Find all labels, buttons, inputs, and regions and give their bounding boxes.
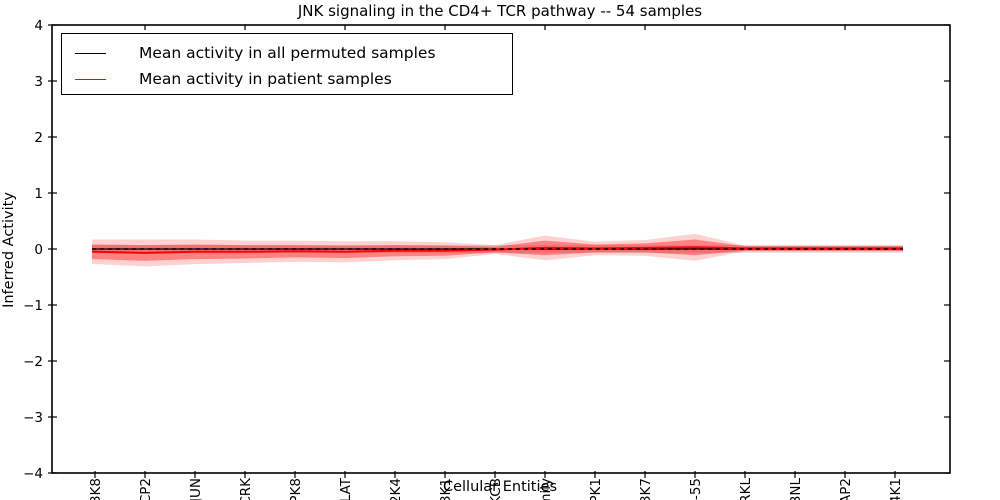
y-tick-label: 2 <box>34 130 43 146</box>
x-axis-title: Cellular Entities <box>442 479 558 495</box>
x-tick-label: JUN <box>188 478 204 500</box>
x-tick-label: MAP3K7 <box>638 478 654 500</box>
y-tick-label: 0 <box>34 242 43 258</box>
legend-line-black-icon <box>75 52 106 54</box>
legend: Mean activity in all permuted samples Me… <box>61 33 513 95</box>
x-tick-label: CRK <box>238 477 254 500</box>
legend-label-patient: Mean activity in patient samples <box>139 70 392 88</box>
x-tick-label: CRKL <box>738 478 754 500</box>
y-tick-label: −2 <box>23 354 43 370</box>
y-tick-label: 4 <box>34 18 43 34</box>
y-tick-label: −4 <box>23 466 43 482</box>
y-axis-title: Inferred Activity <box>1 192 17 308</box>
y-tick-label: −3 <box>23 410 43 426</box>
legend-item-patient: Mean activity in patient samples <box>62 66 512 92</box>
x-tick-label: LAT/GRAP2/SLP76/HPK1/HIP-55/CRK family <box>538 478 554 500</box>
legend-label-permuted: Mean activity in all permuted samples <box>139 44 436 62</box>
y-tick-label: 1 <box>34 186 43 202</box>
x-tick-label: LAT/GRAP2/SLP76/HPK1/HIP-55 <box>688 478 704 500</box>
y-tick-label: −1 <box>23 298 43 314</box>
y-tick-label: 3 <box>34 74 43 90</box>
x-tick-label: DBNL <box>788 478 804 500</box>
x-tick-label: MAPK8 <box>288 478 304 500</box>
x-tick-label: MAP4K1 <box>888 478 904 500</box>
x-tick-label: MAP3K8 <box>88 478 104 500</box>
x-tick-label: LCP2 <box>138 478 154 500</box>
legend-item-permuted: Mean activity in all permuted samples <box>62 40 512 66</box>
x-tick-label: LAT <box>338 477 354 500</box>
x-tick-label: MAP3K1 <box>438 478 454 500</box>
x-tick-label: MAP2K4 <box>388 478 404 500</box>
x-tick-label: GRAP2 <box>838 478 854 500</box>
x-tick-label: PRKCB <box>488 478 504 500</box>
x-tick-label: LAT/GRAP2/SLP76/HPK1 <box>588 478 604 500</box>
chart-title: JNK signaling in the CD4+ TCR pathway --… <box>297 2 703 20</box>
legend-line-red-icon <box>75 78 106 80</box>
